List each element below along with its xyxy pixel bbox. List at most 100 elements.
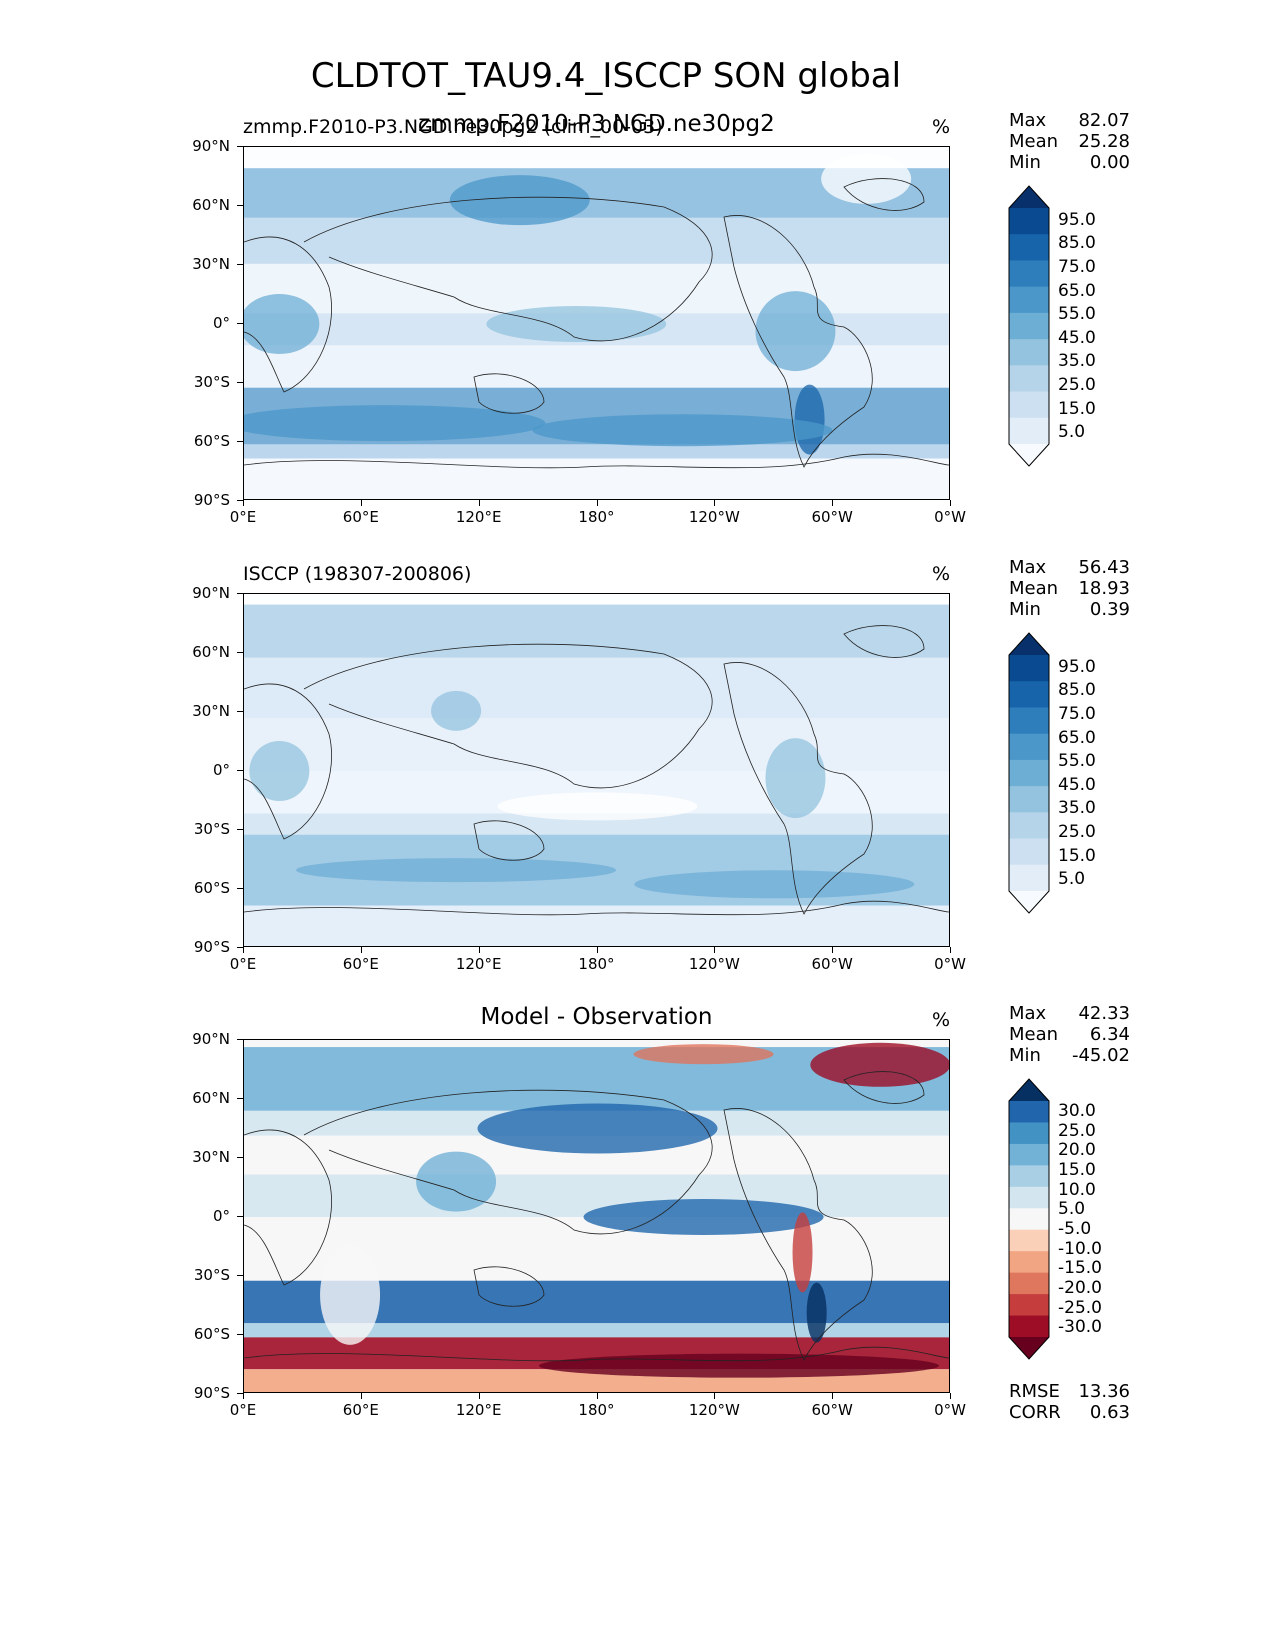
field-layer xyxy=(244,147,949,499)
colorbar-tick-label: 5.0 xyxy=(1058,1199,1086,1220)
lat-tick-mark xyxy=(237,1157,243,1158)
lat-tick-mark xyxy=(237,711,243,712)
lat-tick-label: 60°N xyxy=(192,643,230,661)
figure-title: CLDTOT_TAU9.4_ISCCP SON global xyxy=(310,56,902,96)
lat-tick-label: 60°N xyxy=(192,196,230,214)
stat-label: Max xyxy=(1009,557,1047,578)
lon-tick-mark xyxy=(596,500,598,506)
lon-tick-label: 60°W xyxy=(811,508,853,526)
lat-tick-label: 30°S xyxy=(193,1266,230,1284)
metric-value: 13.36 xyxy=(1078,1381,1130,1402)
colorbar-tick-label: 15.0 xyxy=(1058,1159,1096,1180)
colorbar-tick-label: 95.0 xyxy=(1058,209,1096,230)
lat-tick-label: 30°N xyxy=(192,1148,230,1166)
colorbar-tick-label: 30.0 xyxy=(1058,1100,1096,1121)
lat-tick-label: 60°S xyxy=(193,432,230,450)
lat-tick-mark xyxy=(237,382,243,383)
lat-tick-mark xyxy=(237,146,243,147)
lon-tick-label: 120°W xyxy=(688,955,740,973)
lat-tick-mark xyxy=(237,593,243,594)
lon-tick-label: 0°W xyxy=(934,1401,966,1419)
colorbar-tick-label: 5.0 xyxy=(1058,869,1086,890)
coastlines xyxy=(244,625,949,916)
lat-tick-label: 90°S xyxy=(193,491,230,509)
lat-tick-mark xyxy=(237,1098,243,1099)
units-label: % xyxy=(932,116,951,138)
metric-label: RMSE xyxy=(1009,1381,1060,1402)
stat-label: Mean xyxy=(1009,1024,1059,1045)
lon-tick-label: 120°W xyxy=(688,508,740,526)
colorbar-tick-label: 85.0 xyxy=(1058,680,1096,701)
coastlines xyxy=(244,1071,949,1362)
lat-tick-mark xyxy=(237,770,243,771)
lon-tick-mark xyxy=(360,500,362,506)
lon-tick-label: 0°E xyxy=(229,955,257,973)
lat-tick-mark xyxy=(237,500,243,501)
lat-tick-mark xyxy=(237,1275,243,1276)
lon-tick-label: 60°E xyxy=(342,1401,379,1419)
lon-tick-label: 60°W xyxy=(811,955,853,973)
stat-label: Min xyxy=(1009,1045,1041,1066)
lon-tick-label: 180° xyxy=(578,1401,615,1419)
lat-tick-label: 90°S xyxy=(193,1384,230,1402)
lon-tick-label: 60°E xyxy=(342,955,379,973)
lon-tick-mark xyxy=(243,1393,244,1399)
lat-tick-label: 90°S xyxy=(193,938,230,956)
colorbar-tick-label: 35.0 xyxy=(1058,351,1096,372)
lon-tick-mark xyxy=(360,1393,362,1399)
stat-value: 6.34 xyxy=(1089,1024,1130,1045)
colorbar-tick-label: 35.0 xyxy=(1058,798,1096,819)
lon-tick-mark xyxy=(714,1393,716,1399)
map-model xyxy=(243,146,950,500)
stat-value: 18.93 xyxy=(1078,578,1130,599)
lon-tick-label: 180° xyxy=(578,508,615,526)
lon-tick-mark xyxy=(243,500,244,506)
lat-tick-label: 60°N xyxy=(192,1089,230,1107)
lon-tick-label: 0°E xyxy=(229,1401,257,1419)
lat-tick-mark xyxy=(237,1216,243,1217)
lat-tick-mark xyxy=(237,1334,243,1335)
lon-tick-mark xyxy=(832,500,834,506)
lat-tick-mark xyxy=(237,829,243,830)
lon-tick-mark xyxy=(950,1393,951,1399)
lon-tick-mark xyxy=(596,947,598,953)
lat-tick-label: 30°N xyxy=(192,702,230,720)
stat-label: Mean xyxy=(1009,131,1059,152)
map-diff xyxy=(243,1039,950,1393)
lon-tick-label: 60°W xyxy=(811,1401,853,1419)
colorbar-tick-label: -30.0 xyxy=(1058,1317,1102,1338)
lon-tick-label: 60°E xyxy=(342,508,379,526)
lon-tick-label: 180° xyxy=(578,955,615,973)
stat-label: Max xyxy=(1009,110,1047,131)
lon-tick-label: 120°E xyxy=(455,955,502,973)
lat-tick-mark xyxy=(237,652,243,653)
colorbar-tick-label: 45.0 xyxy=(1058,774,1096,795)
lon-tick-mark xyxy=(478,500,480,506)
lon-tick-label: 120°E xyxy=(455,508,502,526)
colorbar-tick-label: 25.0 xyxy=(1058,1120,1096,1141)
lon-tick-mark xyxy=(832,947,834,953)
field-layer xyxy=(244,1040,949,1392)
colorbar-tick-label: 25.0 xyxy=(1058,822,1096,842)
lat-tick-mark xyxy=(237,264,243,265)
colorbar-tick-label: 5.0 xyxy=(1058,422,1086,443)
lon-tick-mark xyxy=(243,947,244,953)
metric-label: CORR xyxy=(1009,1402,1061,1423)
lat-tick-label: 30°S xyxy=(193,820,230,838)
colorbar-tick-label: -10.0 xyxy=(1058,1238,1102,1259)
colorbar-tick-label: 25.0 xyxy=(1058,375,1096,395)
colorbar-tick-label: 55.0 xyxy=(1058,751,1096,772)
lon-tick-mark xyxy=(950,500,951,506)
colorbar-tick-label: 65.0 xyxy=(1058,280,1096,301)
colorbar-tick-label: 95.0 xyxy=(1058,656,1096,677)
colorbar-tick-label: 45.0 xyxy=(1058,327,1096,348)
colorbar-tick-label: 75.0 xyxy=(1058,257,1096,277)
colorbar-diff xyxy=(1008,1078,1050,1360)
lon-tick-mark xyxy=(950,947,951,953)
lat-tick-label: 0° xyxy=(212,761,230,779)
stat-value: 42.33 xyxy=(1078,1003,1130,1024)
lon-tick-mark xyxy=(478,1393,480,1399)
stat-value: 82.07 xyxy=(1078,110,1130,131)
stat-label: Mean xyxy=(1009,578,1059,599)
colorbar-tick-label: -20.0 xyxy=(1058,1277,1102,1298)
